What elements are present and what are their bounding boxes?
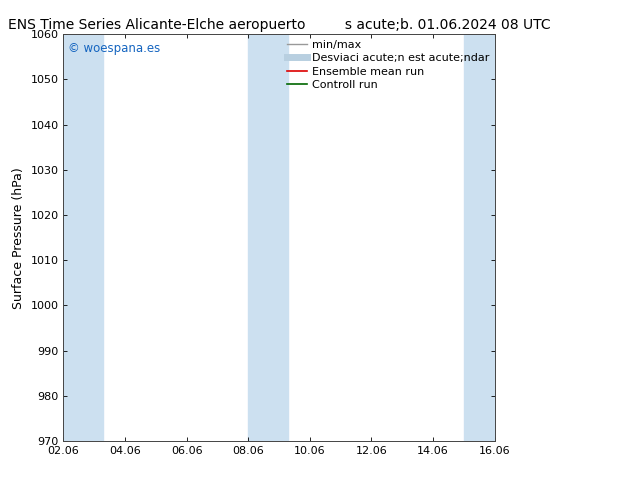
Bar (248, 34, 288, 441)
Y-axis label: Surface Pressure (hPa): Surface Pressure (hPa) (12, 167, 25, 309)
Text: © woespana.es: © woespana.es (68, 43, 160, 55)
Title: ENS Time Series Alicante-Elche aeropuerto         s acute;b. 01.06.2024 08 UTC: ENS Time Series Alicante-Elche aeropuert… (8, 18, 550, 32)
Legend: min/max, Desviaci acute;n est acute;ndar, Ensemble mean run, Controll run: min/max, Desviaci acute;n est acute;ndar… (287, 40, 489, 90)
Bar (463, 34, 495, 441)
Bar (63, 34, 103, 441)
